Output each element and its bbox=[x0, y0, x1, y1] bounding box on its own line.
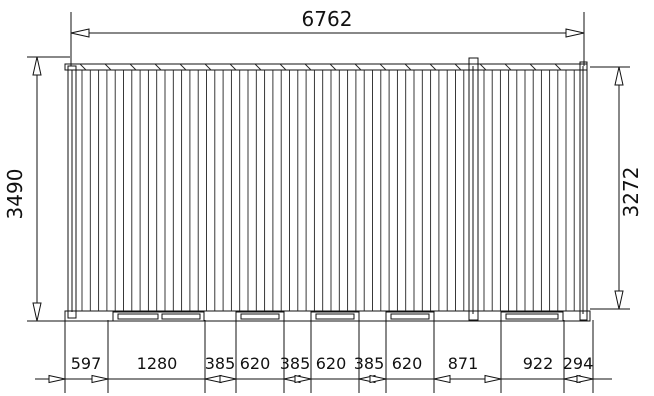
segment-label-8: 620 bbox=[392, 354, 423, 373]
rail-tick bbox=[229, 63, 237, 71]
rail-tick bbox=[554, 63, 562, 71]
left-height-dimension: 3490 bbox=[3, 56, 70, 322]
segment-label-9: 871 bbox=[448, 354, 479, 373]
rail-tick bbox=[204, 63, 212, 71]
segment-label-4: 620 bbox=[240, 354, 271, 373]
roof-slats-left bbox=[81, 70, 465, 311]
dimension-arrow bbox=[48, 374, 66, 384]
dimension-arrow bbox=[294, 374, 312, 384]
rail-tick bbox=[154, 63, 162, 71]
segment-label-3: 385 bbox=[205, 354, 236, 373]
dimension-arrow bbox=[433, 374, 451, 384]
left-height-label: 3490 bbox=[3, 169, 27, 220]
segment-label-10: 922 bbox=[523, 354, 554, 373]
rail-tick bbox=[379, 63, 387, 71]
rail-tick bbox=[254, 63, 262, 71]
dimension-arrow bbox=[576, 374, 594, 384]
roof-slats-right bbox=[483, 70, 575, 311]
hardware-block-5 bbox=[500, 311, 564, 322]
top-rail-ticks bbox=[79, 63, 562, 71]
segment-label-7: 385 bbox=[354, 354, 385, 373]
dimension-labels: 597 1280 385 620 385 620 385 620 871 922… bbox=[71, 354, 594, 373]
right-height-dimension: 3272 bbox=[590, 66, 643, 310]
rail-tick bbox=[79, 63, 87, 71]
dimension-arrow bbox=[369, 374, 387, 384]
rail-tick bbox=[304, 63, 312, 71]
overall-width-dimension: 6762 bbox=[70, 7, 585, 66]
rail-tick bbox=[504, 63, 512, 71]
rail-tick bbox=[429, 63, 437, 71]
dimension-arrow bbox=[91, 374, 109, 384]
dimension-arrows bbox=[48, 374, 594, 384]
dimension-extension-lines bbox=[64, 320, 594, 393]
segment-label-1: 597 bbox=[71, 354, 102, 373]
hardware-block-3 bbox=[310, 311, 360, 322]
bottom-dimension-chain: 597 1280 385 620 385 620 385 620 871 922… bbox=[35, 320, 612, 393]
rail-tick bbox=[354, 63, 362, 71]
right-height-label: 3272 bbox=[619, 167, 643, 218]
rail-tick bbox=[329, 63, 337, 71]
rail-tick bbox=[529, 63, 537, 71]
dimension-arrow bbox=[204, 374, 222, 384]
hardware-block-2 bbox=[235, 311, 285, 322]
rail-tick bbox=[454, 63, 462, 71]
rail-tick bbox=[129, 63, 137, 71]
rail-tick bbox=[479, 63, 487, 71]
overall-width-label: 6762 bbox=[302, 7, 353, 31]
hardware-block-1 bbox=[112, 311, 205, 322]
dimension-arrow bbox=[484, 374, 502, 384]
segment-label-5: 385 bbox=[280, 354, 311, 373]
dimension-arrow bbox=[219, 374, 237, 384]
bottom-hardware bbox=[112, 311, 564, 322]
segment-label-2: 1280 bbox=[137, 354, 178, 373]
rail-tick bbox=[279, 63, 287, 71]
segment-label-11: 294 bbox=[563, 354, 594, 373]
rail-tick bbox=[179, 63, 187, 71]
hardware-block-4 bbox=[385, 311, 435, 322]
structure-frame bbox=[64, 57, 591, 322]
rail-tick bbox=[104, 63, 112, 71]
segment-label-6: 620 bbox=[316, 354, 347, 373]
rail-tick bbox=[404, 63, 412, 71]
